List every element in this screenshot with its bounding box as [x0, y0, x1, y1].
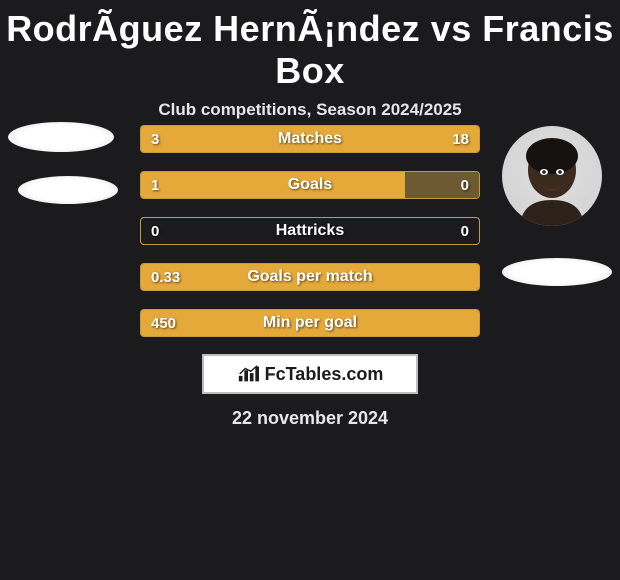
bar-label: Matches — [141, 126, 479, 152]
player-left-avatar-blob-2 — [18, 176, 118, 204]
bar-row-goals: 1 Goals 0 — [140, 171, 480, 199]
bar-value-right: 0 — [461, 172, 469, 198]
bar-row-matches: 3 Matches 18 — [140, 125, 480, 153]
date-line: 22 november 2024 — [0, 408, 620, 429]
player-right-blob — [502, 258, 612, 286]
player-right-avatar-svg — [502, 126, 602, 226]
brand-text: FcTables.com — [265, 364, 384, 385]
bar-label: Min per goal — [141, 310, 479, 336]
bar-value-right: 0 — [461, 218, 469, 244]
bar-label: Goals — [141, 172, 479, 198]
bar-row-hattricks: 0 Hattricks 0 — [140, 217, 480, 245]
brand-box: FcTables.com — [202, 354, 418, 394]
bar-row-goals-per-match: 0.33 Goals per match — [140, 263, 480, 291]
player-left-avatar-blob-1 — [8, 122, 114, 152]
comparison-bars: 3 Matches 18 1 Goals 0 0 Hattricks 0 0.3… — [140, 125, 480, 355]
bar-label: Hattricks — [141, 218, 479, 244]
bars-icon — [237, 364, 259, 384]
bar-label: Goals per match — [141, 264, 479, 290]
bar-value-right: 18 — [452, 126, 469, 152]
subtitle: Club competitions, Season 2024/2025 — [0, 100, 620, 120]
player-right-avatar — [502, 126, 602, 226]
page-title: RodrÃ­guez HernÃ¡ndez vs Francis Box — [0, 0, 620, 92]
bar-row-min-per-goal: 450 Min per goal — [140, 309, 480, 337]
